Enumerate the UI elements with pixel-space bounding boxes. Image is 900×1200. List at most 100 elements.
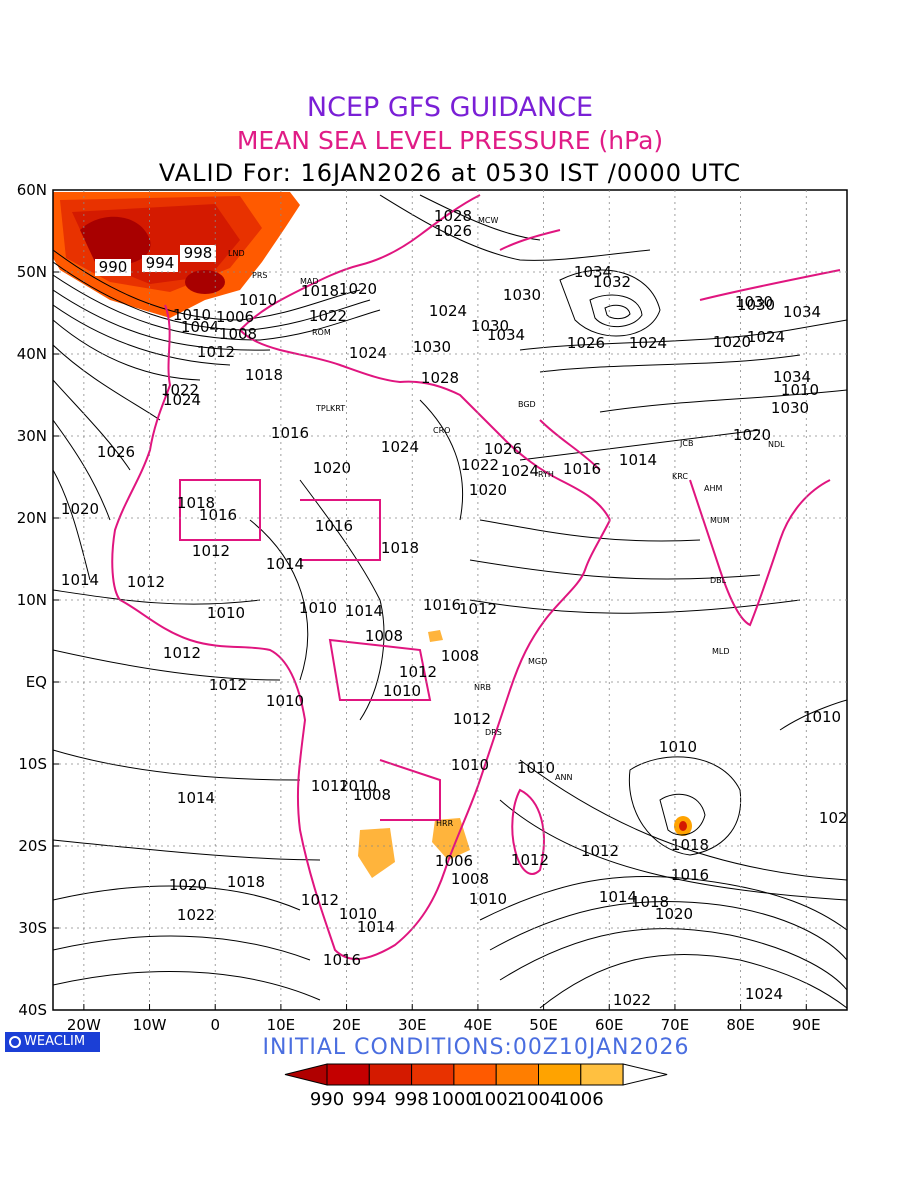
colorbar-label: 998 (394, 1089, 428, 1110)
station-label: KRT (330, 404, 345, 413)
station-label: MAD (300, 277, 319, 286)
isobar-label: 1014 (599, 888, 637, 906)
isobar-label: 1010 (383, 682, 421, 700)
lon-tick-label: 50E (529, 1016, 558, 1034)
low-shading-indian-ocean-core (679, 821, 687, 831)
isobar-label: 1012 (127, 573, 165, 591)
station-label: ROM (312, 328, 331, 337)
low-shading-southern-africa-1 (358, 828, 395, 878)
colorbar-swatch (495, 1063, 540, 1086)
coastlines (111, 194, 841, 961)
isobar-label: 1010 (207, 604, 245, 622)
isobar-label: 1012 (301, 891, 339, 909)
isobar-label: 1028 (434, 207, 472, 225)
isobar-label: 1010 (469, 890, 507, 908)
isobar-label: 1020 (819, 809, 857, 827)
isobar-label: 1010 (299, 599, 337, 617)
isobar-label: 1016 (563, 460, 601, 478)
isobar-label: 1020 (713, 333, 751, 351)
isobar-label: 1030 (771, 399, 809, 417)
isobar-label-box (95, 259, 131, 276)
isobar-label: 1032 (593, 273, 631, 291)
lat-tick-label: 40S (18, 1001, 47, 1019)
isobar-label: 1014 (61, 571, 99, 589)
station-label: DRS (485, 728, 502, 737)
lon-tick-label: 10W (133, 1016, 167, 1034)
lon-tick-label: 10E (267, 1016, 296, 1034)
lon-tick-label: 60E (595, 1016, 624, 1034)
isobar-label: 1016 (271, 424, 309, 442)
badge-label: WEACLIM (24, 1034, 86, 1049)
isobar-label: 1016 (315, 517, 353, 535)
station-label: TPL (315, 404, 331, 413)
isobar-label: 1022 (613, 991, 651, 1009)
isobar-label: 1018 (381, 539, 419, 557)
colorbar-label: 1002 (473, 1089, 519, 1110)
station-label: CRO (433, 426, 450, 435)
isobar-label: 1034 (773, 368, 811, 386)
colorbar-swatch (326, 1063, 370, 1086)
isobar-label: 1012 (311, 777, 349, 795)
isobar-label: 1010 (781, 381, 819, 399)
station-label: MGD (528, 657, 547, 666)
station-label: HRR (436, 819, 454, 828)
colorbar-low-arrow (284, 1063, 328, 1086)
isobar-label: 1024 (163, 391, 201, 409)
station-labels: MCW LND PRS MAD ROM TPL KRT CRO RYH BGD NDL KRC AHM M… (228, 216, 785, 828)
weaclim-badge[interactable]: WEACLIM (5, 1032, 100, 1052)
isobar-label: 1030 (471, 317, 509, 335)
colorbar-label: 1004 (516, 1089, 562, 1110)
lon-tick-label: 20W (67, 1016, 101, 1034)
isobar-label: 1020 (733, 426, 771, 444)
initial-conditions: INITIAL CONDITIONS:00Z10JAN2026 (262, 1035, 690, 1060)
isobar-label: 1022 (161, 381, 199, 399)
title-valid-time: VALID For: 16JAN2026 at 0530 IST /0000 U… (158, 159, 742, 187)
lat-tick-label: 30N (17, 427, 47, 445)
lat-tick-label: 50N (17, 263, 47, 281)
isobar-label: 1024 (629, 334, 667, 352)
title-model: NCEP GFS GUIDANCE (306, 92, 594, 123)
station-label: AHM (704, 484, 722, 493)
isobar-label: 1020 (339, 280, 377, 298)
lon-tick-label: 20E (332, 1016, 361, 1034)
isobar-label: 1024 (349, 344, 387, 362)
isobar-label: 1006 (216, 308, 254, 326)
isobar-label: 1012 (399, 663, 437, 681)
colorbar-swatch (538, 1063, 582, 1086)
lat-tick-label: 10S (18, 755, 47, 773)
lon-tick-label: 80E (726, 1016, 755, 1034)
isobar-label: 990 (99, 258, 128, 276)
isobar-label: 1008 (441, 647, 479, 665)
colorbar-swatch (368, 1063, 413, 1086)
isobar-label: 1020 (169, 876, 207, 894)
isobar-label: 1012 (163, 644, 201, 662)
isobar-label: 1018 (671, 836, 709, 854)
station-label: MLD (712, 647, 730, 656)
isobar-label: 1006 (435, 852, 473, 870)
isobar-label: 1010 (173, 306, 211, 324)
isobar-label: 1024 (381, 438, 419, 456)
isobar-label: 1014 (177, 789, 215, 807)
isobar-label: 1018 (245, 366, 283, 384)
isobar-label: 1024 (747, 328, 785, 346)
lat-axis-labels: 60N 50N 40N 30N 20N 10N EQ 10S 20S 30S 40S (17, 181, 59, 1019)
isobar-label: 1008 (365, 627, 403, 645)
isobar-label: 1022 (309, 307, 347, 325)
lon-tick-label: 0 (210, 1016, 220, 1034)
isobar-label: 1010 (451, 756, 489, 774)
graticule (53, 190, 847, 1010)
isobar-label: 1034 (487, 326, 525, 344)
station-label: DBL (710, 576, 727, 585)
isobar-label: 1012 (209, 676, 247, 694)
isobar-label: 1012 (511, 851, 549, 869)
isobar-label: 1012 (453, 710, 491, 728)
station-label: KRC (672, 472, 688, 481)
lat-tick-label: 40N (17, 345, 47, 363)
lat-tick-label: 10N (17, 591, 47, 609)
isobar-label: 1026 (434, 222, 472, 240)
isobar-label: 998 (184, 244, 213, 262)
isobar-label: 1008 (219, 325, 257, 343)
lat-tick-label: EQ (26, 673, 47, 691)
isobar-label: 1010 (517, 759, 555, 777)
